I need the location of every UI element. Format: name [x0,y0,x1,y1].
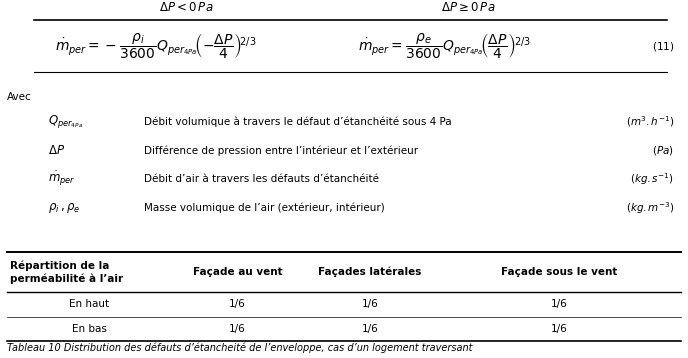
Text: $(m^3.h^{-1})$: $(m^3.h^{-1})$ [626,114,674,129]
Text: Débit volumique à travers le défaut d’étanchéité sous 4 Pa: Débit volumique à travers le défaut d’ét… [144,116,452,127]
Text: $(11)$: $(11)$ [652,40,674,53]
Text: $(kg.s^{-1})$: $(kg.s^{-1})$ [630,171,674,187]
Text: Différence de pression entre l’intérieur et l’extérieur: Différence de pression entre l’intérieur… [144,145,418,156]
Text: $\rho_i\,,\rho_e$: $\rho_i\,,\rho_e$ [48,200,80,215]
Text: $\dot{m}_{per} = -\dfrac{\rho_i}{3600}Q_{per_{4Pa}}\!\left(-\dfrac{\Delta P}{4}\: $\dot{m}_{per} = -\dfrac{\rho_i}{3600}Q_… [55,32,257,61]
Text: $(kg.m^{-3})$: $(kg.m^{-3})$ [625,200,674,216]
Text: En haut: En haut [69,299,109,309]
Text: $(Pa)$: $(Pa)$ [652,144,674,157]
Text: $\Delta P < 0\,Pa$: $\Delta P < 0\,Pa$ [158,1,213,14]
Text: 1/6: 1/6 [550,324,568,334]
Text: Tableau 10 Distribution des défauts d’étancheité de l’enveloppe, cas d’un logeme: Tableau 10 Distribution des défauts d’ét… [7,342,473,353]
Text: Façade sous le vent: Façade sous le vent [501,267,617,277]
Text: Répartition de la
perméabilité à l’air: Répartition de la perméabilité à l’air [10,260,123,284]
Text: Façade au vent: Façade au vent [193,267,282,277]
Text: 1/6: 1/6 [361,324,378,334]
Text: Débit d’air à travers les défauts d’étanchéité: Débit d’air à travers les défauts d’étan… [144,174,380,184]
Text: En bas: En bas [72,324,107,334]
Text: 1/6: 1/6 [229,299,246,309]
Text: Façades latérales: Façades latérales [318,267,422,277]
Text: $\Delta P \geq 0\,Pa$: $\Delta P \geq 0\,Pa$ [440,1,495,14]
Text: $\dot{m}_{per} = \dfrac{\rho_e}{3600}Q_{per_{4Pa}}\!\left(\dfrac{\Delta P}{4}\ri: $\dot{m}_{per} = \dfrac{\rho_e}{3600}Q_{… [358,32,530,61]
Text: 1/6: 1/6 [361,299,378,309]
Text: $Q_{per_{4Pa}}$: $Q_{per_{4Pa}}$ [48,113,83,130]
Text: 1/6: 1/6 [229,324,246,334]
Text: Masse volumique de l’air (extérieur, intérieur): Masse volumique de l’air (extérieur, int… [144,202,385,213]
Text: $\Delta P$: $\Delta P$ [48,144,65,157]
Text: Avec: Avec [7,92,32,102]
Text: $\dot{m}_{per}$: $\dot{m}_{per}$ [48,170,76,188]
Text: 1/6: 1/6 [550,299,568,309]
